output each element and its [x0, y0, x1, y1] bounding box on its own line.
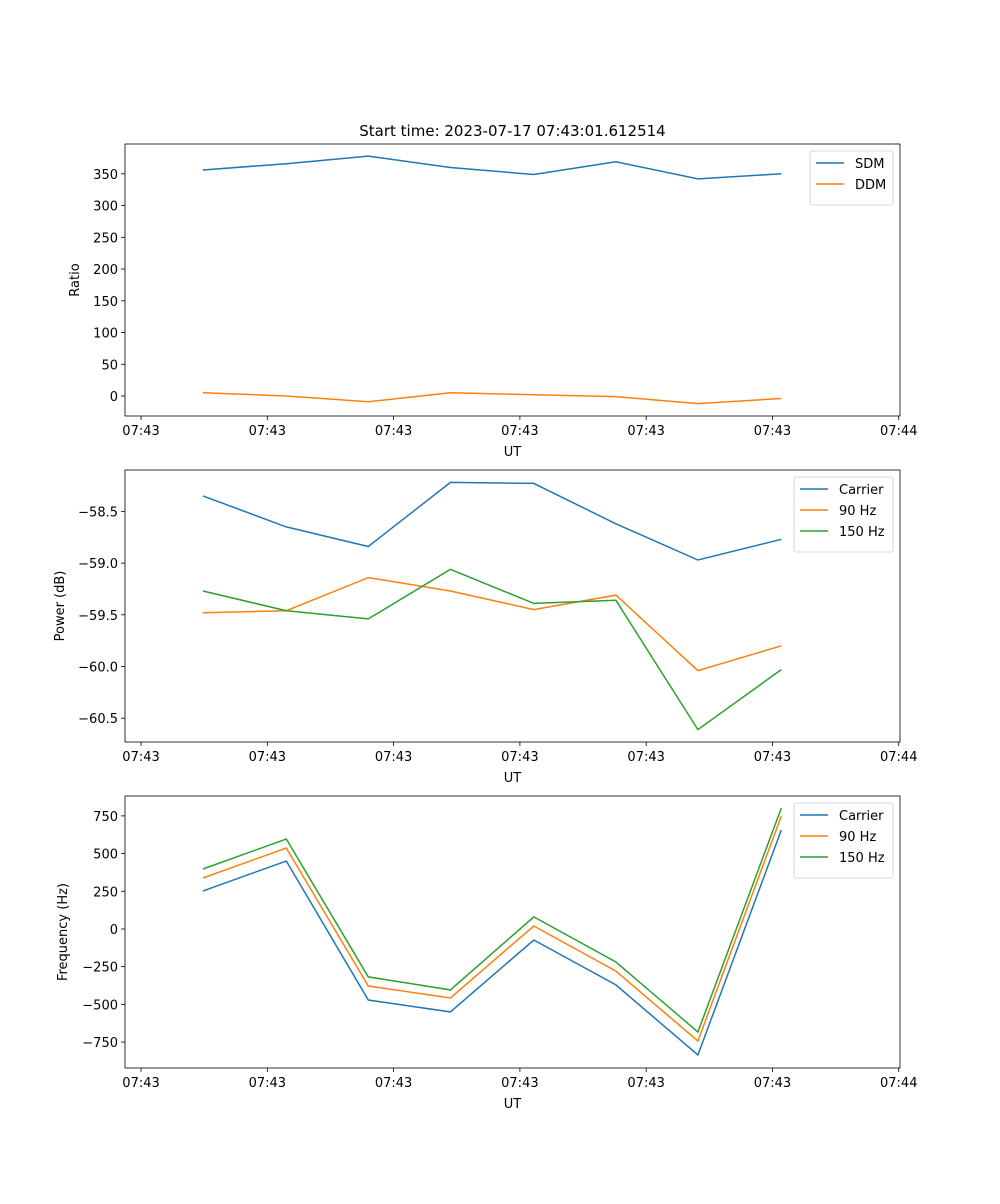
legend-box — [793, 802, 894, 879]
x-tick-label: 07:43 — [375, 750, 412, 765]
legend-label: 90 Hz — [839, 830, 876, 845]
x-tick-label: 07:43 — [249, 750, 286, 765]
series-line-90-hz — [202, 815, 783, 1043]
series-line-150-hz — [202, 807, 783, 1034]
x-axis-label: UT — [504, 771, 522, 786]
x-tick-label: 07:43 — [122, 1076, 159, 1091]
y-tick-label: 750 — [93, 810, 118, 825]
x-tick-label: 07:43 — [627, 750, 664, 765]
y-axis-label: Power (dB) — [53, 571, 68, 642]
series-line-90-hz — [202, 576, 782, 672]
series-line-150-hz — [202, 568, 782, 731]
y-tick-label: 150 — [93, 295, 118, 310]
y-tick-label: 0 — [110, 923, 118, 938]
series-line-sdm — [202, 155, 782, 180]
subplot-1: 07:43 07:43 07:43 07:43 07:43 07:43 07:44 0 50 10… — [68, 143, 917, 460]
x-tick-label: 07:43 — [501, 424, 538, 439]
y-tick-label: 0 — [110, 390, 118, 405]
y-tick-label: 250 — [93, 231, 118, 246]
legend-label: Carrier — [839, 809, 884, 824]
y-axis-label: Frequency (Hz) — [56, 883, 71, 981]
y-tick-label: −750 — [82, 1036, 118, 1051]
y-tick-label: −58.5 — [78, 505, 118, 520]
x-tick-label: 07:43 — [754, 750, 791, 765]
legend-box — [809, 150, 894, 206]
x-tick-label: 07:44 — [880, 424, 917, 439]
series-line-ddm — [202, 392, 782, 405]
y-tick-label: 500 — [93, 848, 118, 863]
legend-box — [793, 476, 894, 553]
subplot-2: 07:43 07:43 07:43 07:43 07:43 07:43 07:44 −58.5… — [53, 469, 917, 786]
x-tick-label: 07:43 — [122, 424, 159, 439]
axes-frame — [124, 143, 901, 417]
y-tick-label: 250 — [93, 885, 118, 900]
x-tick-label: 07:43 — [501, 750, 538, 765]
y-tick-label: 100 — [93, 327, 118, 342]
chart-title: Start time: 2023-07-17 07:43:01.612514 — [359, 122, 665, 140]
legend: Carrier 90 Hz 150 Hz — [793, 802, 894, 879]
x-tick-label: 07:43 — [249, 1076, 286, 1091]
legend-label: Carrier — [839, 483, 884, 498]
y-tick-label: −60.5 — [78, 712, 118, 727]
x-tick-label: 07:43 — [249, 424, 286, 439]
axes-frame — [124, 795, 901, 1069]
axes-frame — [124, 469, 901, 743]
legend: Carrier 90 Hz 150 Hz — [793, 476, 894, 553]
y-tick-label: 50 — [101, 358, 118, 373]
series-line-carrier — [202, 481, 782, 561]
x-tick-label: 07:43 — [501, 1076, 538, 1091]
legend: SDM DDM — [809, 150, 894, 206]
x-tick-label: 07:44 — [880, 750, 917, 765]
x-axis-label: UT — [504, 1097, 522, 1112]
x-axis-label: UT — [504, 445, 522, 460]
y-tick-label: −59.5 — [78, 609, 118, 624]
y-tick-label: 200 — [93, 263, 118, 278]
y-tick-label: −60.0 — [78, 661, 118, 676]
x-tick-label: 07:43 — [754, 1076, 791, 1091]
series-line-carrier — [202, 829, 783, 1057]
y-tick-label: −250 — [82, 961, 118, 976]
y-axis-label: Ratio — [68, 263, 83, 296]
y-tick-label: −59.0 — [78, 557, 118, 572]
legend-label: 90 Hz — [839, 504, 876, 519]
x-tick-label: 07:43 — [627, 424, 664, 439]
y-tick-label: −500 — [82, 998, 118, 1013]
subplot-3: 07:43 07:43 07:43 07:43 07:43 07:43 07:44 750 50… — [56, 795, 917, 1112]
legend-label: 150 Hz — [839, 851, 885, 866]
x-tick-label: 07:43 — [122, 750, 159, 765]
y-tick-label: 300 — [93, 200, 118, 215]
legend-label: DDM — [855, 178, 886, 193]
x-tick-label: 07:43 — [375, 1076, 412, 1091]
x-tick-label: 07:43 — [754, 424, 791, 439]
x-tick-label: 07:44 — [880, 1076, 917, 1091]
legend-label: 150 Hz — [839, 525, 885, 540]
x-tick-label: 07:43 — [627, 1076, 664, 1091]
legend-label: SDM — [855, 157, 884, 172]
y-tick-label: 350 — [93, 168, 118, 183]
x-tick-label: 07:43 — [375, 424, 412, 439]
